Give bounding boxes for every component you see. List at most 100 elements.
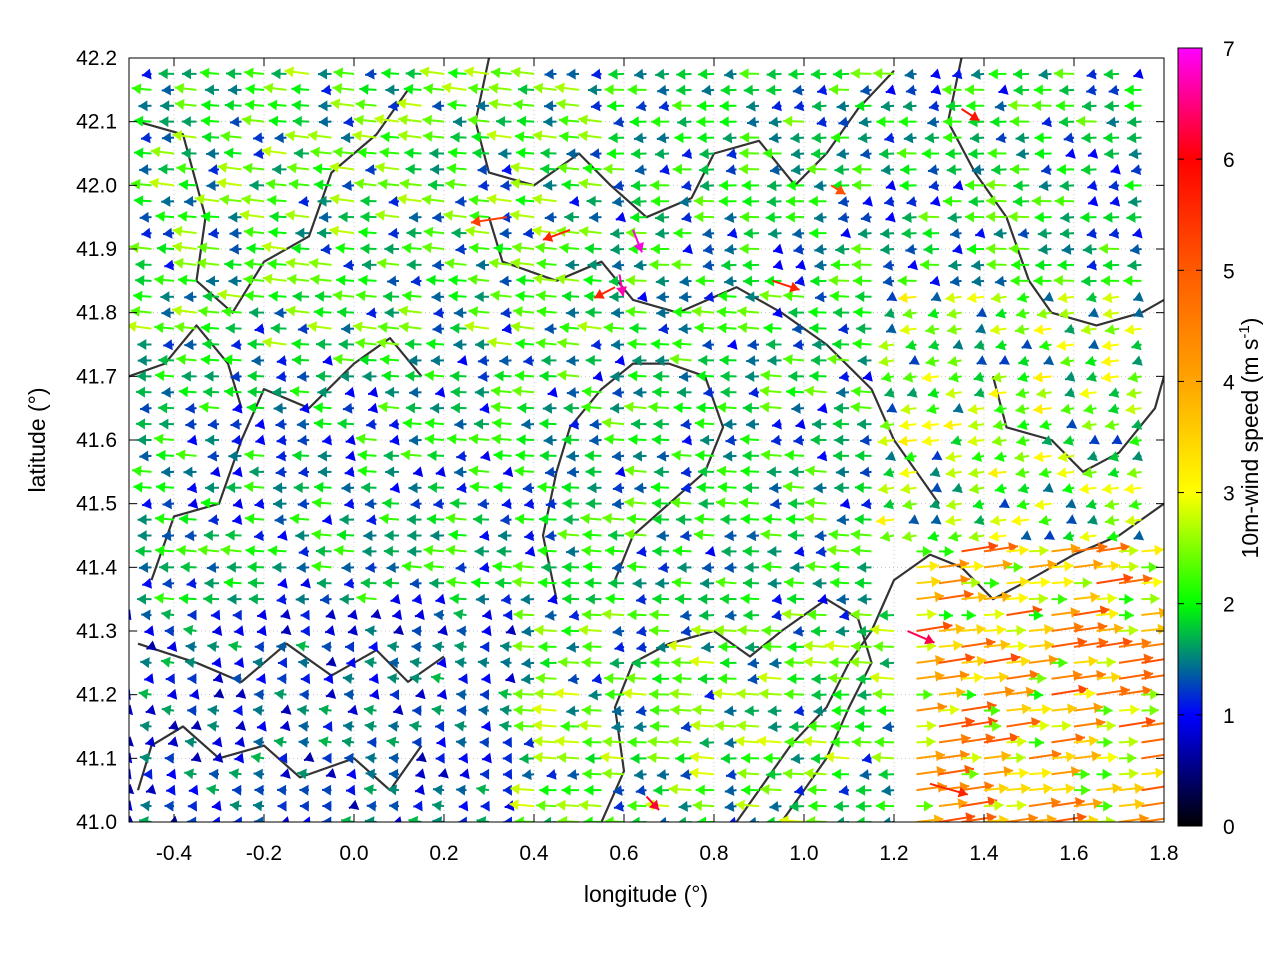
wind-arrow-shaft: [1141, 753, 1164, 760]
wind-arrow-head: [926, 736, 936, 748]
wind-arrow-head: [760, 784, 770, 795]
wind-arrow-head: [627, 800, 637, 812]
wind-arrow: [393, 816, 402, 822]
wind-arrow-head: [1017, 800, 1027, 811]
wind-arrow: [117, 403, 130, 414]
wind-arrow-head: [342, 736, 352, 748]
wind-arrow-head: [969, 768, 979, 780]
wind-arrow-shaft: [129, 550, 130, 552]
wind-arrow-shaft: [129, 408, 130, 410]
wind-arrow: [668, 783, 692, 795]
wind-arrow-head: [139, 752, 150, 764]
wind-arrow-shaft: [129, 742, 130, 744]
wind-arrow-head: [855, 721, 865, 733]
wind-arrow: [633, 721, 647, 733]
wind-arrow-head: [729, 816, 736, 822]
wind-arrow: [612, 785, 625, 796]
wind-arrow: [435, 752, 445, 764]
wind-arrow-head: [346, 784, 356, 796]
wind-arrow: [367, 736, 377, 748]
wind-arrow-head: [1016, 752, 1026, 764]
wind-arrow: [1141, 722, 1164, 728]
wind-arrow-shaft: [129, 295, 130, 297]
wind-arrow: [129, 279, 130, 281]
wind-arrow: [117, 673, 130, 684]
wind-arrow: [578, 799, 602, 811]
wind-arrow-head: [994, 800, 1004, 811]
wind-arrow: [412, 736, 422, 748]
contour-line: [137, 642, 445, 684]
wind-arrow: [724, 785, 737, 796]
wind-arrow: [345, 784, 356, 796]
wind-arrow: [297, 768, 310, 780]
wind-arrow-head: [998, 783, 1009, 795]
wind-arrow: [714, 720, 737, 732]
wind-arrow: [281, 816, 290, 822]
wind-arrow: [277, 800, 287, 812]
wind-arrow-head: [957, 798, 968, 810]
wind-arrow: [458, 752, 469, 764]
wind-arrow-head: [695, 784, 705, 796]
wind-arrow: [560, 720, 580, 732]
wind-arrow-head: [735, 735, 745, 747]
wind-arrow: [115, 594, 130, 605]
wind-arrow: [129, 725, 130, 727]
wind-arrow-head: [613, 800, 624, 812]
wind-arrow-shaft: [129, 677, 130, 679]
wind-arrow: [298, 720, 310, 732]
wind-arrow: [388, 720, 400, 732]
wind-arrow-head: [1103, 736, 1113, 748]
wind-arrow-head: [627, 736, 637, 748]
wind-arrow: [561, 784, 580, 796]
wind-arrow-head: [432, 816, 442, 822]
wind-arrow-head: [833, 800, 844, 812]
wind-arrow: [409, 720, 422, 732]
wind-arrow: [724, 737, 737, 749]
wind-arrow-head: [480, 800, 490, 812]
wind-arrow-head: [862, 753, 872, 764]
wind-arrow-head: [413, 800, 423, 812]
wind-arrow: [140, 800, 152, 812]
wind-arrow: [191, 720, 202, 731]
wind-arrow-head: [779, 815, 789, 822]
wind-arrow-head: [298, 736, 308, 748]
wind-arrow-head: [211, 816, 221, 822]
wind-arrow: [1118, 783, 1145, 794]
wind-arrow-head: [409, 720, 420, 732]
wind-arrow-head: [234, 752, 244, 764]
wind-arrow: [145, 736, 156, 748]
wind-arrow-head: [741, 752, 751, 764]
wind-arrow-head: [724, 785, 735, 796]
wind-arrow: [184, 768, 197, 780]
wind-arrow-head: [435, 721, 445, 732]
wind-arrow: [630, 753, 647, 764]
wind-arrow-head: [539, 784, 549, 796]
wind-arrow-head: [650, 720, 660, 732]
wind-arrow-head: [678, 800, 688, 812]
wind-arrow-head: [298, 720, 308, 732]
wind-arrow-head: [680, 769, 691, 780]
wind-arrow-head: [129, 704, 134, 716]
wind-arrow: [502, 752, 512, 764]
wind-arrow-head: [1041, 767, 1052, 779]
wind-arrow-head: [389, 800, 399, 812]
wind-arrow: [129, 645, 130, 647]
wind-arrow-head: [117, 673, 127, 684]
wind-arrow: [833, 800, 850, 812]
wind-arrow-head: [769, 801, 779, 812]
wind-arrow-head: [188, 784, 199, 796]
wind-arrow-head: [435, 752, 445, 764]
wind-arrow-head: [117, 403, 126, 414]
wind-arrow-head: [115, 594, 124, 605]
wind-arrow: [129, 736, 134, 747]
wind-arrow-head: [1166, 749, 1176, 760]
wind-arrow: [689, 767, 715, 779]
wind-arrow: [882, 721, 895, 733]
wind-arrow-head: [533, 735, 543, 747]
wind-arrow: [807, 784, 827, 796]
wind-arrow-head: [256, 720, 267, 732]
wind-arrow-head: [299, 800, 309, 812]
wind-arrow-head: [878, 768, 888, 780]
wind-arrow-head: [543, 816, 552, 822]
wind-arrow-head: [689, 767, 699, 779]
